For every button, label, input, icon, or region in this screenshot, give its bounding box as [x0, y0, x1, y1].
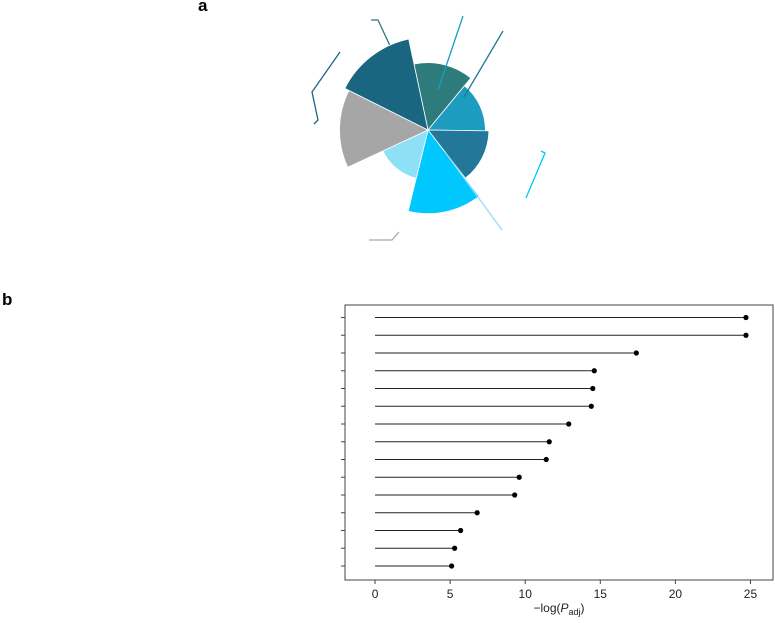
- lollipop-point-10: [512, 492, 518, 498]
- x-axis-label-part-0: −log(: [533, 601, 560, 615]
- rose-leader-6: [311, 51, 341, 125]
- lollipop-point-2: [633, 350, 639, 356]
- x-tick-label-2: 10: [519, 587, 533, 601]
- rose-slice-2: [427, 129, 490, 179]
- rose-leader-3: [525, 150, 546, 199]
- lollipop-point-11: [474, 510, 480, 516]
- x-tick-label-0: 0: [372, 587, 379, 601]
- rose-leader-2: [463, 30, 504, 98]
- lollipop-point-0: [743, 314, 749, 321]
- rose-slice-1: [427, 85, 486, 132]
- x-axis-label-part-1: P: [561, 601, 569, 615]
- rose-slice-3: [407, 129, 480, 215]
- lollipop-point-14: [449, 563, 455, 569]
- x-tick-label-5: 25: [744, 587, 758, 601]
- panel-a-label: a: [198, 0, 208, 15]
- lollipop-point-8: [543, 456, 549, 463]
- lollipop-point-6: [566, 421, 572, 427]
- plot-frame: [344, 304, 774, 581]
- rose-leader-4: [444, 151, 503, 231]
- x-axis-label-part-2: adj: [569, 607, 581, 617]
- x-axis-label: −log(Padj): [533, 601, 584, 617]
- rose-leader-1: [437, 15, 464, 91]
- rose-leader-5: [369, 231, 400, 241]
- x-axis-label-part-3: ): [581, 601, 585, 615]
- rose-slice-5: [339, 89, 429, 168]
- x-tick-label-4: 20: [669, 587, 683, 601]
- lollipop-point-3: [591, 368, 597, 374]
- lollipop-point-5: [588, 403, 594, 409]
- lollipop-point-12: [458, 527, 464, 534]
- rose-slice-6: [344, 38, 429, 131]
- x-tick-label-3: 15: [594, 587, 608, 601]
- lollipop-point-13: [452, 545, 458, 551]
- rose-slice-0: [413, 62, 472, 131]
- panel-b-label: b: [2, 290, 13, 309]
- lollipop-point-9: [516, 474, 522, 480]
- lollipop-point-7: [546, 439, 552, 445]
- x-tick-label-1: 5: [447, 587, 454, 601]
- lollipop-point-1: [743, 332, 749, 338]
- lollipop-point-4: [590, 385, 596, 392]
